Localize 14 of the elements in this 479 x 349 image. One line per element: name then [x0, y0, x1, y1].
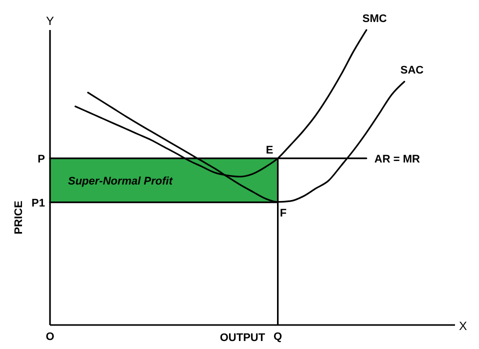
annotation: P1 — [32, 197, 45, 210]
annotation: E — [266, 144, 274, 156]
y-axis-title: PRICE — [13, 200, 25, 234]
x-tick-label: Q — [274, 331, 283, 343]
series-label: AR = MR — [374, 153, 420, 166]
series-label: SMC — [362, 13, 387, 25]
x-axis-title: OUTPUT — [220, 332, 266, 344]
x-tick-label: O — [46, 331, 55, 343]
annotation: P — [38, 153, 45, 166]
text: X — [459, 319, 468, 333]
band-label: Super-Normal Profit — [68, 175, 174, 188]
annotation: F — [280, 207, 287, 220]
series-label: SAC — [400, 64, 424, 77]
text: Y — [46, 14, 54, 28]
